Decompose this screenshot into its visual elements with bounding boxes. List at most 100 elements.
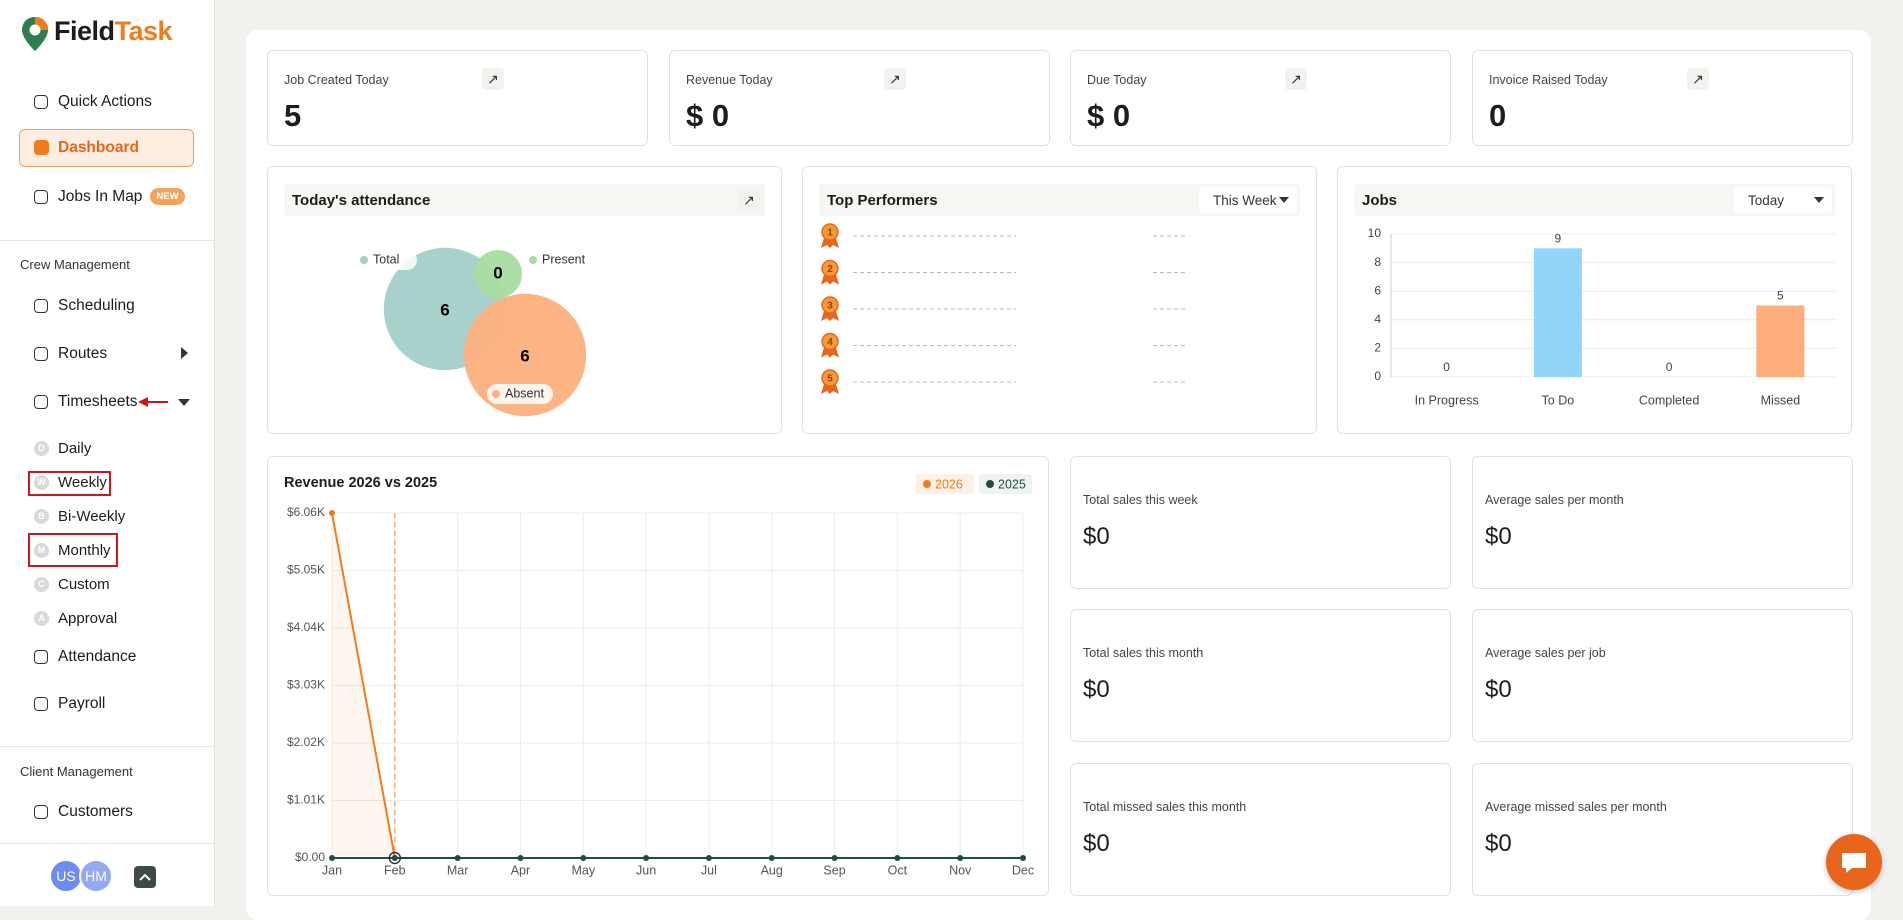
attendance-card: Today's attendance ↗ 6 Total 0 Present 6 Absent xyxy=(267,166,782,434)
legend-label: 2026 xyxy=(935,477,963,491)
point xyxy=(705,855,712,861)
y-tick-label: $5.05K xyxy=(287,563,325,577)
chart-svg: 0 2 4 6 8 10 0 In Progress 9 To Do 0 Completed 5 Miss… xyxy=(1368,226,1836,407)
point xyxy=(894,855,901,861)
stat-label: Invoice Raised Today xyxy=(1489,73,1608,87)
nav-item[interactable]: Quick Actions xyxy=(58,93,152,110)
legend-dot xyxy=(923,480,931,488)
sales-value: $0 xyxy=(1083,676,1110,703)
open-button[interactable]: ↗ xyxy=(1285,68,1307,90)
point xyxy=(329,510,335,516)
sub-item[interactable]: Monthly xyxy=(58,542,111,559)
sales-value: $0 xyxy=(1083,830,1110,857)
section-title: Crew Management xyxy=(20,257,130,272)
nav-icon xyxy=(34,347,48,361)
sales-value: $0 xyxy=(1485,523,1512,550)
dropdown[interactable]: Today xyxy=(1734,187,1832,213)
expand-caret xyxy=(181,347,188,359)
medal-rank: 5 xyxy=(827,374,833,385)
open-button[interactable]: ↗ xyxy=(482,68,504,90)
open-button[interactable]: ↗ xyxy=(738,189,760,211)
y-tick-label: $0.00 xyxy=(295,850,325,864)
point xyxy=(329,855,335,861)
stat-value: 0 xyxy=(1489,98,1507,133)
legend-pill xyxy=(916,474,974,494)
avatar[interactable]: HM xyxy=(79,859,113,893)
highlight-box xyxy=(28,533,118,567)
dropdown[interactable]: This Week xyxy=(1199,187,1297,213)
sales-card: Average sales per month $0 xyxy=(1472,456,1853,589)
sales-card: Total missed sales this month $0 xyxy=(1070,763,1451,896)
y-tick-label: $3.03K xyxy=(287,678,325,692)
sub-item[interactable]: Daily xyxy=(58,440,92,457)
revenue-card: Revenue 2026 vs 2025 $0.00 $1.01K $2.02K $3.… xyxy=(267,456,1049,896)
nav-item[interactable]: Customers xyxy=(58,803,133,820)
card-header: Today's attendance xyxy=(284,184,765,216)
y-tick-label: 0 xyxy=(1374,369,1381,383)
section-title: Client Management xyxy=(20,764,133,779)
sales-label: Total sales this month xyxy=(1083,646,1204,660)
x-tick-label: Jan xyxy=(322,863,342,877)
sales-card: Total sales this week $0 xyxy=(1070,456,1451,589)
sales-card: Average missed sales per month $0 xyxy=(1472,763,1853,896)
nav-item[interactable]: Payroll xyxy=(58,695,106,712)
medal-ribbon xyxy=(821,238,839,248)
medal-rank: 4 xyxy=(827,337,833,348)
x-tick-label: Feb xyxy=(384,863,406,877)
collapse-button[interactable] xyxy=(134,866,156,888)
x-tick-label: Missed xyxy=(1761,393,1801,407)
divider xyxy=(0,746,214,747)
logo-text: Task xyxy=(114,16,173,46)
open-button[interactable]: ↗ xyxy=(1687,68,1709,90)
legend-label: Total xyxy=(373,252,399,266)
point xyxy=(768,855,775,861)
x-tick-label: Sep xyxy=(823,863,845,877)
point xyxy=(957,855,964,861)
x-tick-label: Oct xyxy=(888,863,908,877)
point xyxy=(831,855,838,861)
chat-button[interactable] xyxy=(1826,834,1882,890)
sub-icon: B xyxy=(34,509,49,524)
sub-item[interactable]: Approval xyxy=(58,610,118,627)
card-title: Revenue 2026 vs 2025 xyxy=(284,475,438,491)
medal xyxy=(821,223,839,241)
nav-item[interactable]: Jobs In Map xyxy=(58,188,143,205)
highlight-box xyxy=(28,471,111,496)
nav-item[interactable]: Scheduling xyxy=(58,297,135,314)
dropdown-caret xyxy=(1814,197,1824,203)
stat-label: Revenue Today xyxy=(686,73,773,87)
stat-label: Due Today xyxy=(1087,73,1147,87)
nav-item[interactable]: Routes xyxy=(58,345,108,362)
sales-card: Average sales per job $0 xyxy=(1472,609,1853,742)
nav-item[interactable]: Dashboard xyxy=(58,139,139,156)
stat-card: Job Created Today ↗ 5 xyxy=(267,50,648,146)
dropdown-label: Today xyxy=(1748,193,1785,208)
point xyxy=(517,855,524,861)
open-button[interactable]: ↗ xyxy=(884,68,906,90)
stat-card: Due Today ↗ $ 0 xyxy=(1070,50,1451,146)
card-title: Jobs xyxy=(1362,192,1398,209)
divider xyxy=(0,843,214,844)
sub-item[interactable]: Custom xyxy=(58,576,110,593)
medal xyxy=(821,369,839,387)
bubble-value: 0 xyxy=(493,263,502,282)
sales-value: $0 xyxy=(1485,676,1512,703)
avatar[interactable]: US xyxy=(49,859,83,893)
medal-rank: 3 xyxy=(827,301,833,312)
legend-dot xyxy=(986,480,994,488)
dropdown-label: This Week xyxy=(1213,193,1277,208)
medal-ribbon xyxy=(821,347,839,358)
sales-label: Total sales this week xyxy=(1083,493,1198,507)
nav-item[interactable]: Timesheets xyxy=(58,393,138,410)
bar xyxy=(1533,248,1582,377)
x-tick-label: Apr xyxy=(511,863,530,877)
hover-marker xyxy=(388,851,402,865)
x-tick-label: To Do xyxy=(1542,393,1575,407)
y-tick-label: 4 xyxy=(1374,312,1381,326)
sub-item[interactable]: Bi-Weekly xyxy=(58,508,126,525)
legend-label: Present xyxy=(542,252,586,266)
y-tick-label: 10 xyxy=(1368,226,1382,240)
nav-item[interactable]: Attendance xyxy=(58,648,137,665)
sub-item[interactable]: Weekly xyxy=(58,474,107,491)
sales-label: Total missed sales this month xyxy=(1083,800,1247,814)
